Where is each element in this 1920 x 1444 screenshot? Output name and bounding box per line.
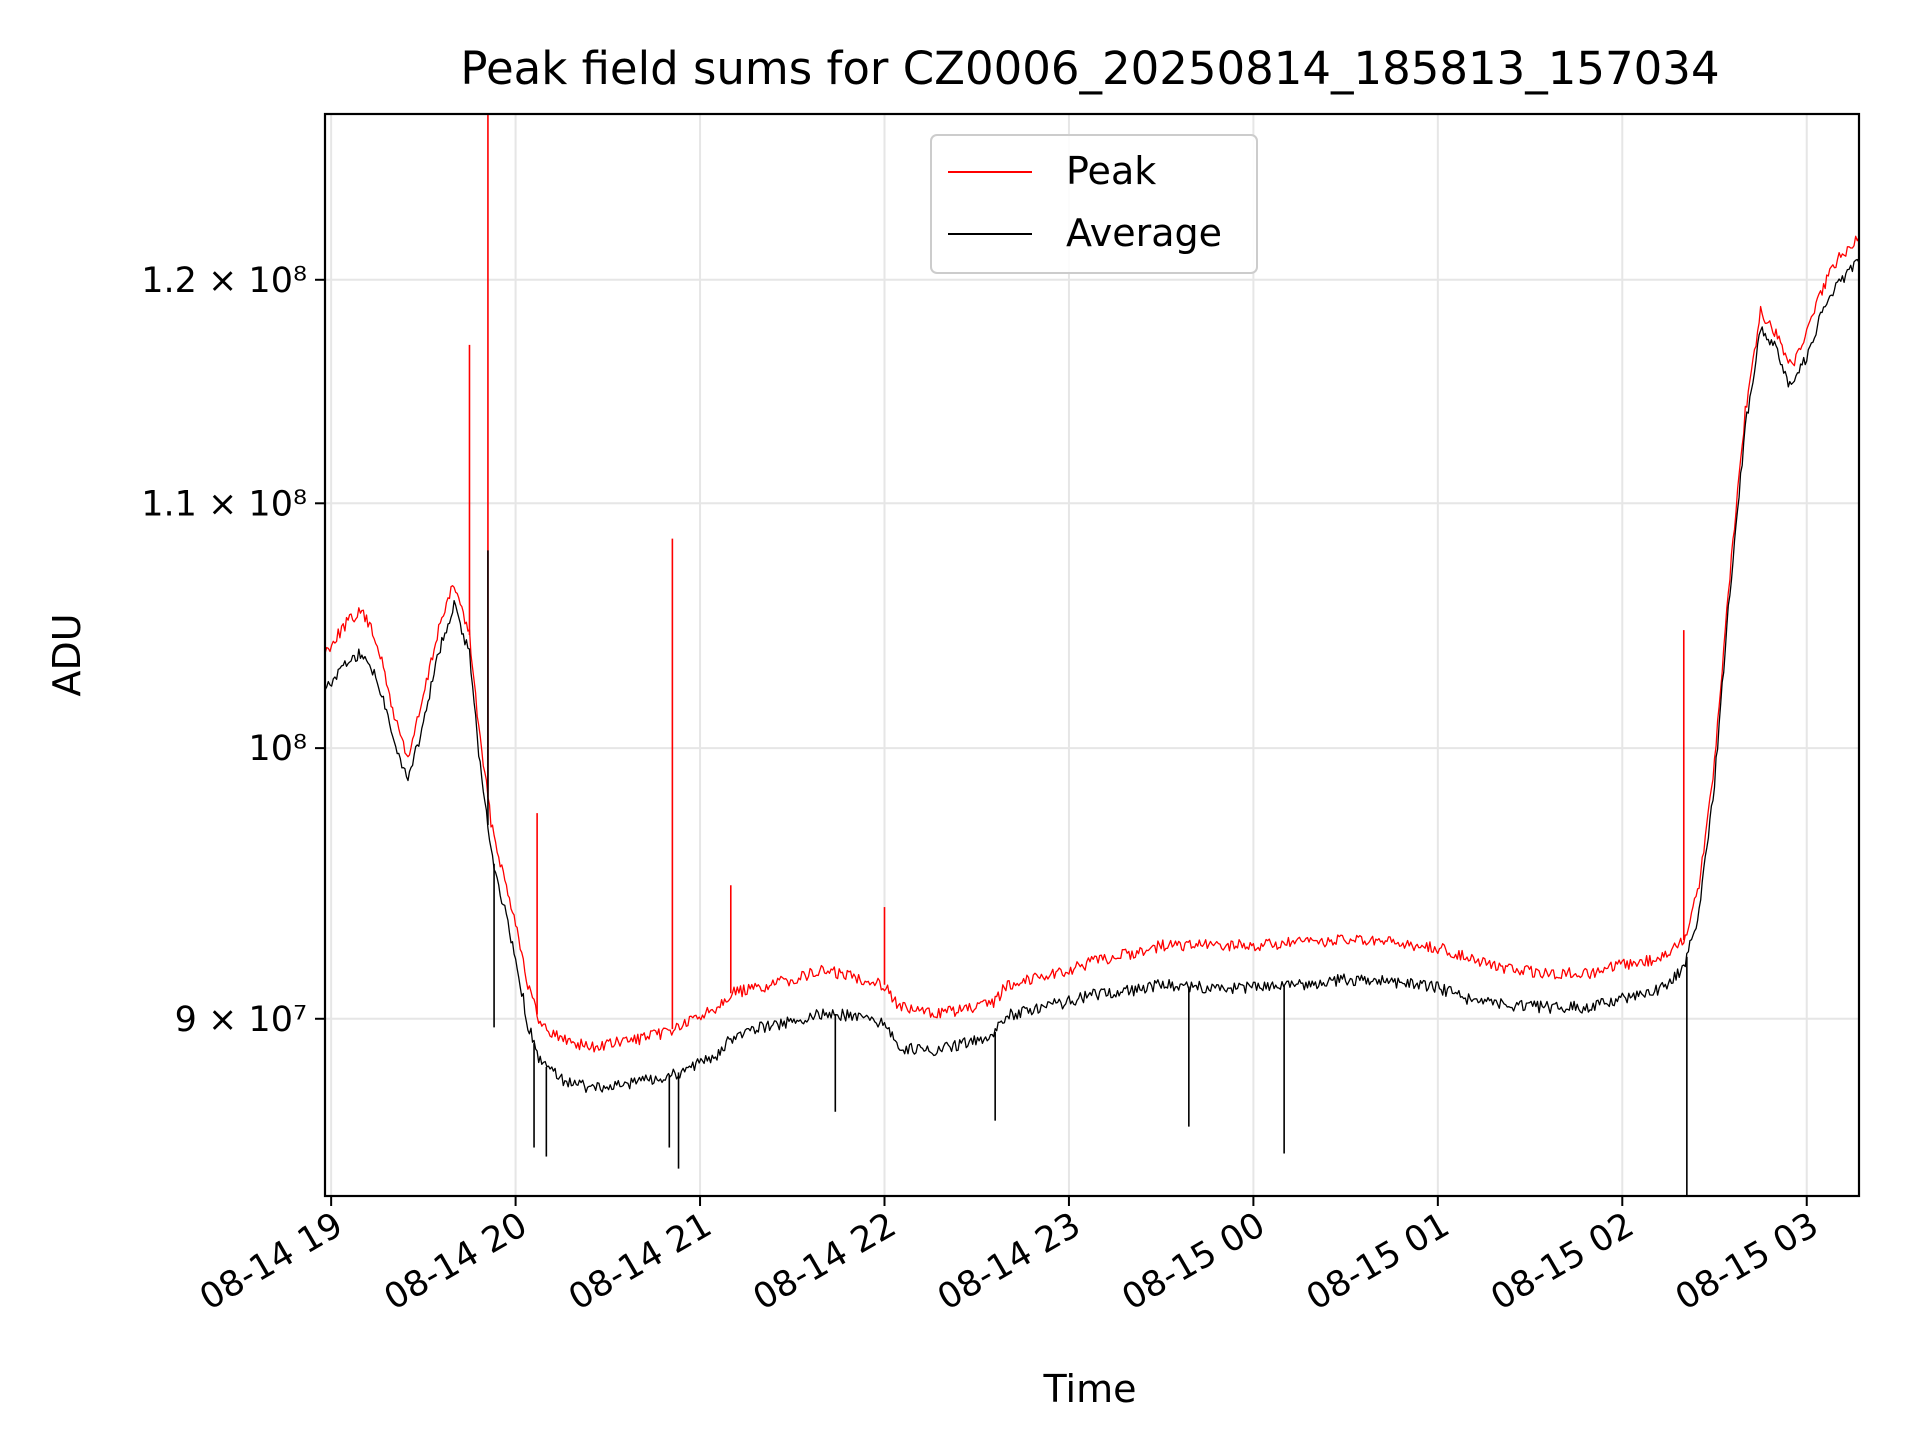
chart-title: Peak field sums for CZ0006_20250814_1858… [460,42,1719,95]
legend: Peak Average [931,135,1257,273]
legend-label-peak: Peak [1066,149,1156,193]
y-tick-label: 1.1 × 10⁸ [141,484,307,524]
y-tick-label: 10⁸ [248,729,307,769]
y-tick-label: 9 × 10⁷ [175,1000,307,1040]
y-axis-label: ADU [45,613,89,696]
x-axis-label: Time [1043,1367,1137,1411]
legend-label-average: Average [1066,211,1222,255]
y-tick-label: 1.2 × 10⁸ [141,261,307,301]
